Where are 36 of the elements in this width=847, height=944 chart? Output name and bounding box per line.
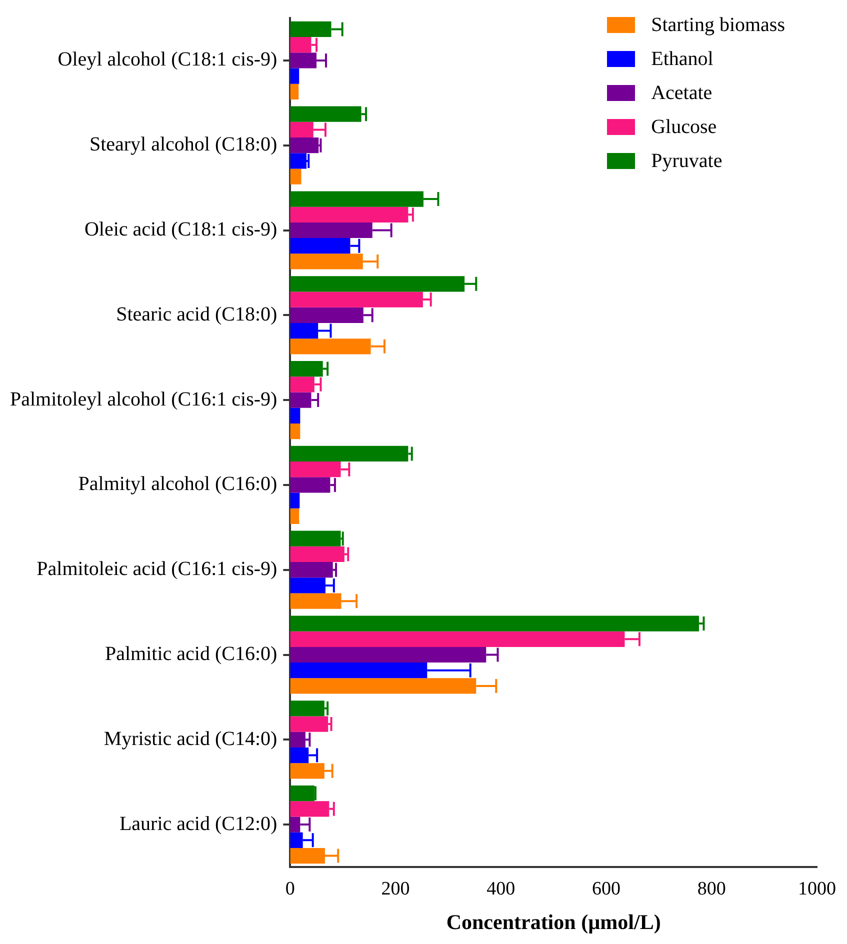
x-tick-label: 400	[486, 878, 516, 900]
legend-label: Glucose	[651, 116, 717, 138]
bar	[290, 492, 300, 508]
x-axis-title: Concentration (µmol/L)	[446, 910, 661, 934]
y-tick-label: Palmitoleyl alcohol (C16:1 cis-9)	[10, 388, 278, 410]
y-tick-label: Stearic acid (C18:0)	[116, 303, 278, 326]
bar	[290, 138, 319, 154]
y-tick-label: Lauric acid (C12:0)	[119, 812, 278, 835]
legend-label: Pyruvate	[651, 150, 722, 172]
bar	[290, 408, 300, 424]
legend-label: Ethanol	[651, 48, 714, 70]
bar	[290, 423, 300, 440]
bar	[290, 562, 333, 578]
bar	[290, 84, 299, 100]
bar	[290, 700, 324, 716]
y-tick-label: Oleyl alcohol (C18:1 cis-9)	[58, 48, 278, 71]
y-tick-label: Stearyl alcohol (C18:0)	[89, 134, 278, 156]
bar	[290, 168, 302, 184]
bar	[290, 530, 341, 546]
x-tick-label: 1000	[798, 878, 836, 900]
x-tick-label: 0	[285, 878, 295, 900]
y-tick-label: Oleic acid (C18:1 cis-9)	[84, 218, 278, 240]
x-tick-label: 600	[592, 878, 621, 900]
bar	[290, 508, 300, 524]
legend-label: Starting biomass	[651, 14, 785, 36]
y-tick-label: Myristic acid (C14:0)	[104, 728, 278, 750]
bar	[290, 785, 314, 802]
y-tick-label: Palmitoleic acid (C16:1 cis-9)	[36, 558, 278, 580]
bar	[290, 68, 300, 84]
bar	[290, 153, 307, 169]
bar	[290, 716, 328, 732]
y-tick-label: Palmitic acid (C16:0)	[104, 643, 278, 665]
y-tick-label: Palmityl alcohol (C16:0)	[78, 473, 278, 496]
legend-label: Acetate	[651, 82, 712, 104]
x-tick-label: 200	[381, 878, 410, 900]
x-tick-label: 800	[697, 878, 726, 900]
